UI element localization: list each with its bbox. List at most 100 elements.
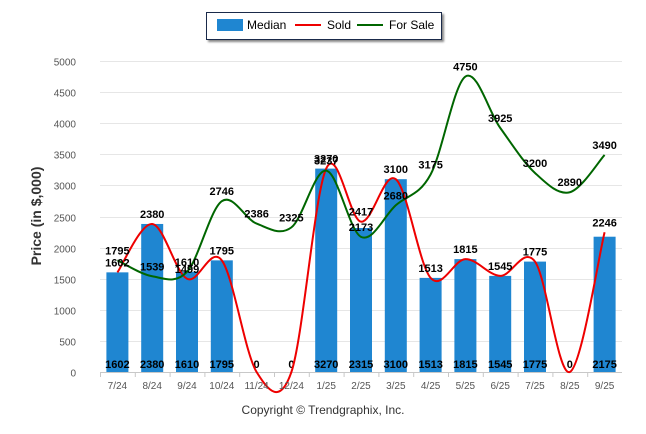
y-tick-label: 1000: [54, 307, 77, 318]
for-sale-point-label: 4750: [453, 62, 477, 74]
sold-point-label: 2417: [349, 207, 373, 219]
median-bar-label: 1513: [418, 359, 442, 371]
y-tick-label: 2500: [54, 214, 77, 225]
median-bar-label: 2175: [592, 359, 616, 371]
median-bar-label: 1795: [210, 359, 234, 371]
x-tick-label: 12/24: [279, 381, 304, 392]
for-sale-point-label: 3200: [523, 158, 547, 170]
line-labels: 1602 2380 1499 1795 3270 2417 3100 1513 1815 1545…: [105, 62, 617, 276]
x-tick-label: 8/25: [560, 381, 580, 392]
x-tick-label: 9/24: [177, 381, 197, 392]
for-sale-point-label: 1610: [175, 257, 199, 269]
for-sale-point-label: 2386: [244, 209, 268, 221]
for-sale-point-label: 1539: [140, 261, 164, 273]
median-bar: [210, 260, 233, 372]
median-bar: [454, 259, 477, 372]
for-sale-point-label: 2890: [558, 177, 582, 189]
y-axis-ticks: 0 500 1000 1500 2000 2500 3000 3500 4000 4500 5000: [54, 58, 77, 380]
median-bar-label: 1602: [105, 359, 129, 371]
y-tick-label: 3000: [54, 182, 77, 193]
median-bar-labels: 1602 2380 1610 1795 0 0 3270 2315 3100 1513 1815 15…: [105, 359, 617, 371]
x-tick-label: 7/25: [525, 381, 545, 392]
y-tick-label: 500: [59, 338, 76, 349]
median-bar: [593, 236, 616, 372]
for-sale-point-label: 2173: [349, 222, 373, 234]
y-axis-label: Price (in $,000): [28, 166, 44, 266]
x-tick-label: 1/25: [316, 381, 336, 392]
x-tick-label: 3/25: [386, 381, 406, 392]
series-lines: [116, 74, 606, 394]
median-bar: [106, 272, 129, 372]
y-tick-label: 1500: [54, 276, 77, 287]
sold-point-label: 1815: [453, 244, 477, 256]
for-sale-line: [116, 74, 606, 281]
sold-point-label: 2246: [592, 217, 616, 229]
median-bar-label: 1775: [523, 359, 547, 371]
median-bar: [384, 179, 407, 372]
median-bar-label: 3270: [314, 359, 338, 371]
sold-point-label: 1795: [210, 245, 234, 257]
median-bar-label: 2315: [349, 359, 373, 371]
for-sale-swatch: [357, 24, 383, 26]
median-bar: [315, 168, 338, 372]
y-tick-label: 4500: [54, 89, 77, 100]
legend-item-median[interactable]: Median: [217, 18, 286, 32]
legend-item-sold[interactable]: Sold: [295, 18, 351, 32]
median-bar-label: 1815: [453, 359, 477, 371]
sold-point-label: 2380: [140, 209, 164, 221]
median-bar-label: 0: [567, 359, 573, 371]
sold-point-label: 1513: [418, 263, 442, 275]
x-tick-label: 9/25: [595, 381, 615, 392]
for-sale-point-label: 3925: [488, 113, 512, 125]
x-tick-label: 6/25: [490, 381, 510, 392]
for-sale-point-label: 3175: [418, 160, 442, 172]
legend-label-median: Median: [247, 18, 287, 32]
sold-line: [116, 162, 606, 394]
median-bar: [524, 261, 546, 372]
for-sale-point-label: 2325: [279, 212, 303, 224]
median-bars: [106, 168, 616, 372]
for-sale-point-label: 1795: [105, 245, 129, 257]
y-tick-label: 2000: [54, 245, 77, 256]
median-swatch: [217, 19, 243, 31]
median-bar-label: 3100: [384, 359, 408, 371]
sold-point-label: 3100: [384, 164, 408, 176]
x-tick-label: 11/24: [244, 381, 269, 392]
for-sale-point-label: 3490: [592, 140, 616, 152]
y-tick-label: 5000: [54, 58, 77, 69]
y-tick-label: 0: [70, 369, 76, 380]
x-tick-label: 7/24: [108, 381, 128, 392]
median-bar-label: 0: [254, 359, 260, 371]
median-bar: [141, 223, 164, 372]
median-bar: [350, 228, 372, 372]
sold-point-label: 1499: [175, 264, 199, 276]
x-tick-label: 5/25: [456, 381, 476, 392]
median-bar-label: 0: [288, 359, 294, 371]
median-bar: [419, 277, 442, 372]
x-tick-label: 8/24: [142, 381, 162, 392]
median-bar-label: 2380: [140, 359, 164, 371]
sold-point-label: 1775: [523, 247, 547, 259]
sold-point-label: 1602: [105, 257, 129, 269]
for-sale-point-label: 3237: [314, 156, 338, 168]
sold-point-label: 3270: [314, 154, 338, 166]
median-bar-label: 1545: [488, 359, 512, 371]
legend-item-for-sale[interactable]: For Sale: [357, 18, 434, 32]
legend: Median Sold For Sale: [206, 12, 442, 40]
y-tick-label: 4000: [54, 120, 77, 131]
for-sale-point-label: 2680: [384, 190, 408, 202]
for-sale-point-label: 2746: [210, 186, 234, 198]
y-tick-label: 3500: [54, 151, 77, 162]
median-bar: [489, 275, 512, 372]
median-bar: [176, 271, 198, 372]
sold-swatch: [295, 24, 321, 26]
sold-point-label: 1545: [488, 261, 512, 273]
x-tick-label: 10/24: [209, 381, 234, 392]
x-axis-ticks: 7/24 8/24 9/24 10/24 11/24 12/24 1/25 2/25 3/25 4…: [100, 372, 615, 392]
x-tick-label: 2/25: [351, 381, 371, 392]
legend-label-for-sale: For Sale: [389, 18, 435, 32]
legend-label-sold: Sold: [327, 18, 352, 32]
median-bar-label: 1610: [175, 359, 199, 371]
copyright-text: Copyright © Trendgraphix, Inc.: [241, 403, 405, 417]
